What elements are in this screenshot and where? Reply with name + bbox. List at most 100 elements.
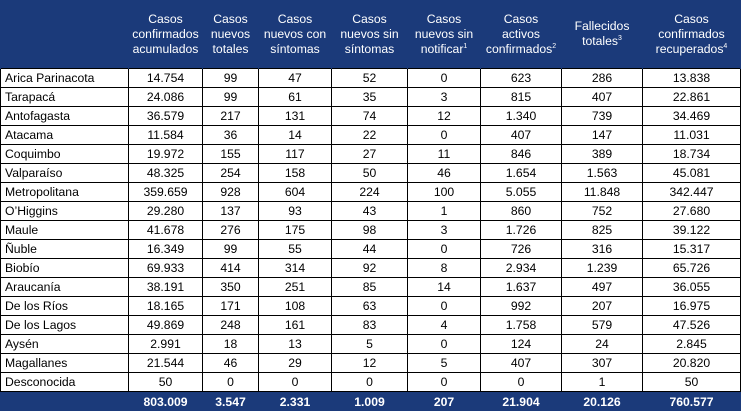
total-cell: 1.009 [331, 391, 408, 411]
footnote-marker: 4 [723, 42, 728, 50]
table-footer: 803.009 3.547 2.331 1.009 207 21.904 20.126 760… [0, 391, 741, 411]
table-cell: 254 [202, 163, 259, 183]
table-cell: 497 [561, 277, 643, 297]
table-cell: 34.469 [642, 106, 741, 126]
table-cell: 21.544 [128, 353, 203, 373]
table-cell: 18 [202, 334, 259, 354]
table-cell: 158 [258, 163, 332, 183]
table-cell: 846 [480, 144, 562, 164]
table-cell: 22 [331, 125, 408, 145]
table-cell: 20.820 [642, 353, 741, 373]
table-cell: 407 [561, 87, 643, 107]
covid-cases-table: Casos confirmados acumulados Casos nuevos… [0, 0, 741, 411]
total-cell: 760.577 [642, 391, 741, 411]
table-cell: 35 [331, 87, 408, 107]
table-cell: 83 [331, 315, 408, 335]
header-row: Casos confirmados acumulados Casos nuevos… [0, 0, 741, 69]
table-cell: 46 [202, 353, 259, 373]
column-header: Casos confirmados recuperados4 [642, 0, 741, 69]
table-cell: 49.869 [128, 315, 203, 335]
table-cell: 1.563 [561, 163, 643, 183]
table-cell: 623 [480, 68, 562, 88]
table-row: Arica Parinacota 14.754 99 47 52 0 623 286 13.83… [0, 68, 741, 88]
column-header-label: Casos nuevos con síntomas [263, 11, 327, 56]
column-header: Casos nuevos sin síntomas [331, 0, 408, 69]
table-cell: 1.637 [480, 277, 562, 297]
table-cell: 4 [407, 315, 481, 335]
table-row: Tarapacá 24.086 99 61 35 3 815 407 22.861 [0, 87, 741, 107]
table-cell: 13 [258, 334, 332, 354]
table-cell: 48.325 [128, 163, 203, 183]
table-row: Ñuble 16.349 99 55 44 0 726 316 15.317 [0, 239, 741, 259]
table-cell: 0 [407, 372, 481, 392]
table-cell: 92 [331, 258, 408, 278]
table-cell: 99 [202, 239, 259, 259]
table-row: Antofagasta 36.579 217 131 74 12 1.340 739 34.46… [0, 106, 741, 126]
footnote-marker: 3 [618, 34, 622, 42]
table-cell: 47.526 [642, 315, 741, 335]
totals-label [0, 391, 129, 411]
table-cell: 63 [331, 296, 408, 316]
table-cell: 1.758 [480, 315, 562, 335]
table-cell: 131 [258, 106, 332, 126]
table-cell: 12 [407, 106, 481, 126]
table-cell: 12 [331, 353, 408, 373]
region-name: Arica Parinacota [0, 68, 129, 88]
table-cell: 3 [407, 220, 481, 240]
table-cell: 36.579 [128, 106, 203, 126]
table-cell: 24 [561, 334, 643, 354]
table-cell: 248 [202, 315, 259, 335]
total-cell: 20.126 [561, 391, 643, 411]
table-cell: 928 [202, 182, 259, 202]
table-cell: 46 [407, 163, 481, 183]
table-cell: 8 [407, 258, 481, 278]
table-row: O’Higgins 29.280 137 93 43 1 860 752 27.680 [0, 201, 741, 221]
total-cell: 207 [407, 391, 481, 411]
region-name: Magallanes [0, 353, 129, 373]
region-name: Desconocida [0, 372, 129, 392]
table-row: Metropolitana 359.659 928 604 224 100 5.055 11.… [0, 182, 741, 202]
table-cell: 29.280 [128, 201, 203, 221]
table-cell: 22.861 [642, 87, 741, 107]
table-cell: 1 [561, 372, 643, 392]
table-cell: 50 [331, 163, 408, 183]
region-name: O’Higgins [0, 201, 129, 221]
table-cell: 108 [258, 296, 332, 316]
table-cell: 16.975 [642, 296, 741, 316]
table-cell: 124 [480, 334, 562, 354]
table-cell: 11.848 [561, 182, 643, 202]
column-header-label: Casos nuevos sin notificar [414, 11, 474, 56]
table-cell: 992 [480, 296, 562, 316]
table-cell: 137 [202, 201, 259, 221]
region-name: De los Ríos [0, 296, 129, 316]
table-row: Aysén 2.991 18 13 5 0 124 24 2.845 [0, 334, 741, 354]
total-cell: 803.009 [128, 391, 203, 411]
table-cell: 825 [561, 220, 643, 240]
table-cell: 815 [480, 87, 562, 107]
table-cell: 579 [561, 315, 643, 335]
table-row: Atacama 11.584 36 14 22 0 407 147 11.031 [0, 125, 741, 145]
table-cell: 11.031 [642, 125, 741, 145]
region-name: Ñuble [0, 239, 129, 259]
table-cell: 316 [561, 239, 643, 259]
column-header: Fallecidos totales3 [561, 0, 643, 69]
table-cell: 1.726 [480, 220, 562, 240]
region-name: Antofagasta [0, 106, 129, 126]
table-cell: 161 [258, 315, 332, 335]
column-header-label: Casos confirmados acumulados [132, 11, 199, 56]
table-cell: 24.086 [128, 87, 203, 107]
column-header: Casos activos confirmados2 [480, 0, 562, 69]
table-cell: 55 [258, 239, 332, 259]
table-cell: 0 [407, 68, 481, 88]
table-cell: 18.165 [128, 296, 203, 316]
table-cell: 276 [202, 220, 259, 240]
table-cell: 207 [561, 296, 643, 316]
footnote-marker: 1 [463, 42, 468, 50]
region-name: Metropolitana [0, 182, 129, 202]
table-cell: 44 [331, 239, 408, 259]
table-cell: 45.081 [642, 163, 741, 183]
table-cell: 36.055 [642, 277, 741, 297]
table-cell: 2.845 [642, 334, 741, 354]
table-cell: 98 [331, 220, 408, 240]
table-row: Desconocida 50 0 0 0 0 0 1 50 [0, 372, 741, 392]
